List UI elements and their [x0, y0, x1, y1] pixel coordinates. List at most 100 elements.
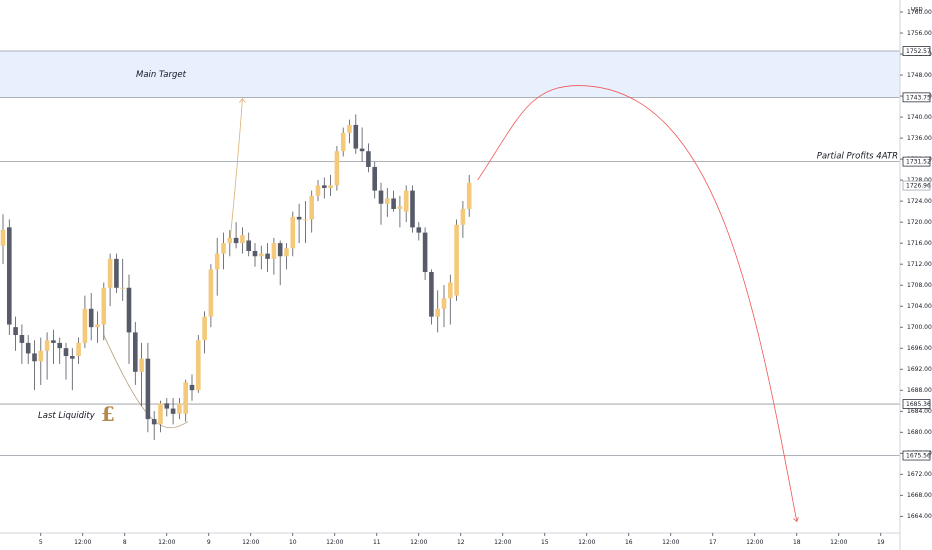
candle[interactable]: [347, 119, 352, 144]
candle[interactable]: [164, 398, 170, 417]
main-target-top-price-tag[interactable]: 1752.57: [902, 46, 931, 56]
candle[interactable]: [309, 190, 314, 233]
candle[interactable]: [145, 342, 151, 433]
candle[interactable]: [271, 237, 277, 275]
candle[interactable]: [177, 398, 182, 420]
candle[interactable]: [88, 293, 94, 341]
candle[interactable]: [0, 214, 6, 265]
candle[interactable]: [208, 264, 214, 328]
partial-profits-price-tag-text: 1731.52: [906, 159, 931, 166]
candle[interactable]: [391, 190, 396, 212]
candle[interactable]: [429, 269, 434, 325]
candle-body-bear: [265, 253, 270, 259]
candle[interactable]: [277, 240, 283, 286]
candle[interactable]: [38, 337, 44, 385]
candle[interactable]: [378, 182, 384, 225]
candle[interactable]: [416, 222, 422, 241]
candle[interactable]: [158, 400, 163, 433]
candle[interactable]: [448, 274, 453, 325]
candle[interactable]: [32, 340, 37, 391]
candle[interactable]: [454, 219, 459, 301]
current-price-tag[interactable]: 1726.96: [902, 180, 931, 191]
candle[interactable]: [328, 174, 333, 196]
candle[interactable]: [101, 282, 107, 341]
candle[interactable]: [214, 237, 220, 296]
candle-body-bull: [397, 206, 403, 209]
candle[interactable]: [322, 177, 327, 199]
candle[interactable]: [403, 185, 409, 223]
candle-body-bull: [177, 403, 182, 414]
candle[interactable]: [196, 335, 201, 393]
partial-profits-price-tag[interactable]: 1731.52: [902, 156, 931, 167]
candle[interactable]: [51, 329, 56, 364]
candle[interactable]: [221, 232, 226, 270]
time-tick-label: 11: [373, 539, 381, 546]
candle[interactable]: [95, 311, 100, 343]
candle[interactable]: [57, 337, 62, 364]
candle[interactable]: [385, 187, 390, 217]
candle-body-bull: [448, 282, 453, 299]
candle[interactable]: [252, 243, 258, 267]
last-liquidity-price-tag[interactable]: 1685.36: [902, 399, 931, 409]
candle[interactable]: [340, 127, 346, 157]
bullish-arrow-head: [239, 98, 246, 103]
candle[interactable]: [107, 253, 113, 307]
candle[interactable]: [265, 243, 270, 273]
candle[interactable]: [44, 332, 50, 380]
time-tick-label: 5: [39, 539, 43, 546]
candle[interactable]: [435, 290, 440, 333]
candle[interactable]: [441, 285, 447, 328]
candle[interactable]: [460, 201, 466, 238]
main-target-bottom-price-tag[interactable]: 1743.75: [902, 92, 931, 103]
candle[interactable]: [296, 203, 302, 244]
candle[interactable]: [240, 227, 245, 254]
candle[interactable]: [63, 342, 69, 380]
candle[interactable]: [120, 258, 125, 301]
price-tick-label: 1672.00: [907, 471, 932, 478]
candle[interactable]: [126, 274, 132, 364]
candle[interactable]: [202, 311, 207, 354]
candle[interactable]: [189, 374, 195, 401]
candle[interactable]: [114, 253, 119, 294]
candle[interactable]: [183, 379, 188, 422]
candle[interactable]: [233, 222, 239, 249]
candle[interactable]: [466, 174, 472, 217]
candle[interactable]: [170, 398, 176, 425]
candle[interactable]: [227, 229, 233, 257]
candle[interactable]: [133, 321, 138, 385]
main-target-label: Main Target: [136, 70, 187, 80]
price-tick-label: 1756.00: [907, 30, 932, 37]
candle[interactable]: [284, 243, 289, 270]
candle[interactable]: [25, 335, 31, 364]
candle[interactable]: [7, 219, 12, 336]
candle[interactable]: [303, 201, 308, 244]
lower-level-price-tag[interactable]: 1675.56: [902, 450, 931, 461]
candle[interactable]: [334, 145, 340, 191]
candle[interactable]: [410, 185, 415, 233]
candle[interactable]: [139, 342, 144, 406]
time-axis[interactable]: 5 12:00 8 12:00 9 12:00 10 12:00 11 12:00 12 12:00 1…: [39, 533, 885, 546]
candle[interactable]: [19, 324, 25, 364]
candle[interactable]: [397, 195, 403, 228]
candle[interactable]: [359, 127, 365, 162]
candle[interactable]: [422, 227, 428, 280]
candle[interactable]: [151, 411, 157, 441]
candle[interactable]: [70, 348, 75, 391]
candle[interactable]: [372, 161, 377, 199]
candle[interactable]: [353, 114, 359, 154]
candle[interactable]: [290, 211, 296, 257]
candle-body-bear: [19, 335, 25, 343]
candle[interactable]: [76, 337, 81, 364]
candle[interactable]: [366, 143, 371, 173]
candle[interactable]: [82, 295, 88, 349]
candle-body-bull: [139, 358, 144, 372]
candle[interactable]: [246, 232, 251, 257]
main-target-top-price-tag-text: 1752.57: [906, 48, 931, 55]
candle-body-bear: [366, 151, 371, 167]
candle-body-bear: [296, 216, 302, 220]
candle[interactable]: [13, 316, 18, 351]
candle[interactable]: [259, 245, 264, 270]
candle[interactable]: [315, 180, 321, 202]
candle-body-bear: [359, 148, 365, 152]
current-price-tag-text: 1726.96: [906, 183, 931, 190]
